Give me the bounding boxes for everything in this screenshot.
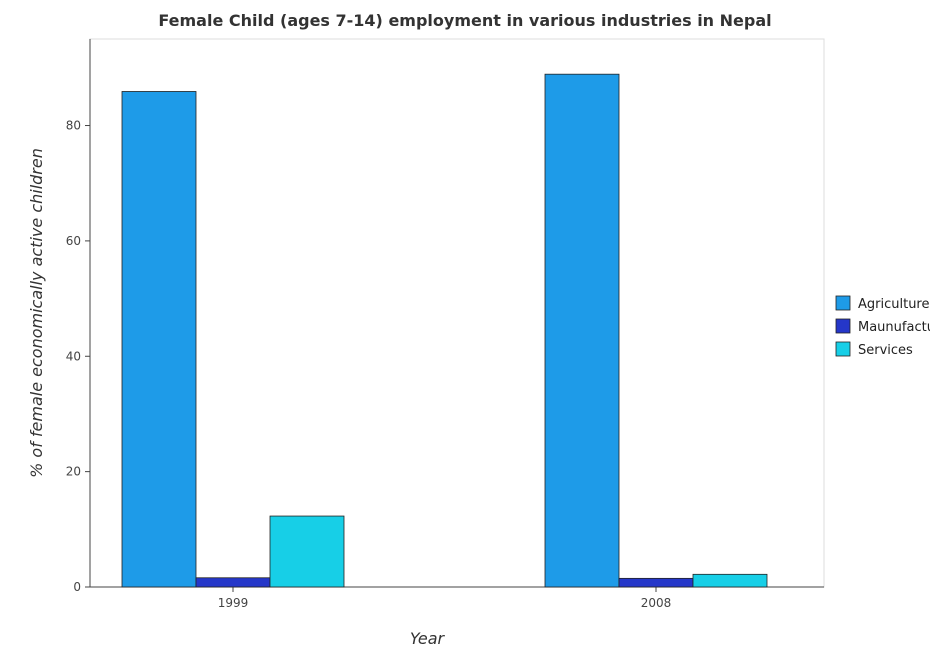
x-tick-label: 2008	[641, 596, 672, 610]
legend-swatch-maunufacturing	[836, 319, 850, 333]
legend-label-maunufacturing: Maunufacturing	[858, 320, 930, 335]
y-axis-label: % of female economically active children	[27, 148, 46, 478]
x-ticks: 1999 2008	[218, 587, 672, 610]
y-tick-label: 60	[66, 234, 81, 248]
chart-title: Female Child (ages 7-14) employment in v…	[158, 11, 771, 30]
bar-maunufacturing-1999	[196, 578, 270, 587]
x-tick-label: 1999	[218, 596, 249, 610]
y-ticks: 0 20 40 60 80	[66, 119, 90, 594]
bar-agriculture-1999	[122, 91, 196, 587]
bar-agriculture-2008	[545, 74, 619, 587]
legend-label-services: Services	[858, 343, 913, 358]
bar-services-2008	[693, 574, 767, 587]
legend: Agriculture Maunufacturing Services	[836, 296, 930, 358]
y-tick-label: 80	[66, 119, 81, 133]
bar-services-1999	[270, 516, 344, 587]
legend-swatch-agriculture	[836, 296, 850, 310]
bars	[122, 74, 767, 587]
legend-label-agriculture: Agriculture	[858, 297, 930, 312]
x-axis-label: Year	[410, 629, 446, 648]
y-tick-label: 0	[73, 580, 81, 594]
legend-swatch-services	[836, 342, 850, 356]
y-tick-label: 20	[66, 465, 81, 479]
plot-area	[90, 39, 824, 587]
y-tick-label: 40	[66, 349, 81, 363]
bar-maunufacturing-2008	[619, 578, 693, 587]
